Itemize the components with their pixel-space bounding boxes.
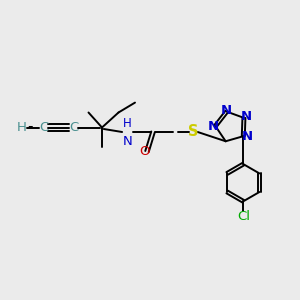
Text: C: C: [39, 121, 48, 134]
Text: Cl: Cl: [237, 210, 250, 224]
Text: -: -: [27, 119, 33, 134]
Text: N: N: [241, 130, 253, 143]
Text: C: C: [69, 121, 78, 134]
Text: O: O: [139, 145, 149, 158]
Text: N: N: [221, 104, 232, 117]
Text: S: S: [188, 124, 199, 140]
Text: N: N: [123, 135, 132, 148]
Text: N: N: [207, 120, 219, 133]
Text: H: H: [17, 121, 26, 134]
Text: N: N: [241, 110, 252, 123]
Text: H: H: [123, 118, 132, 130]
